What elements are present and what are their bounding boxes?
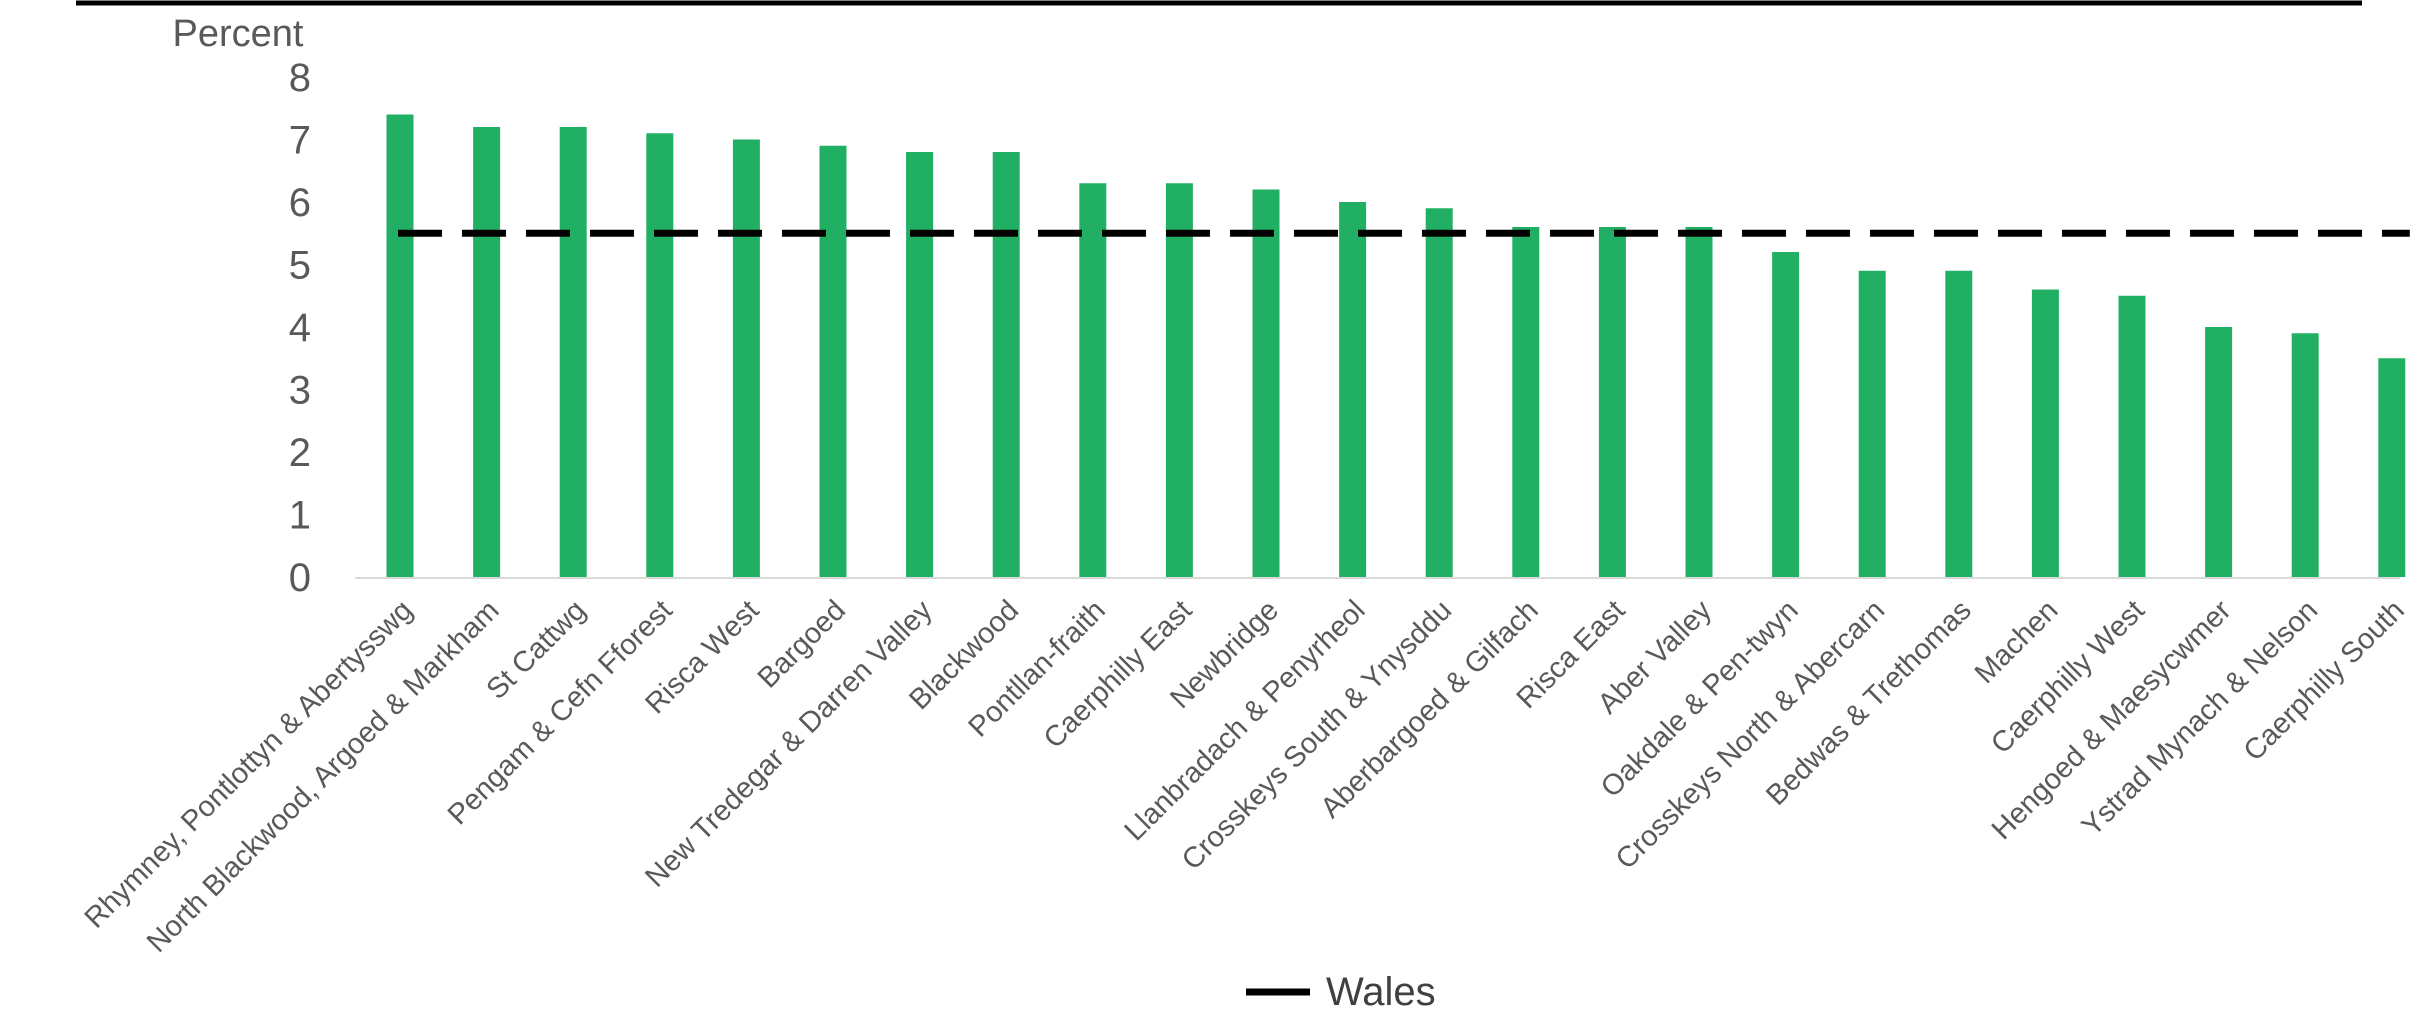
bars	[386, 114, 2406, 577]
bar	[732, 139, 760, 577]
bar	[2118, 295, 2146, 577]
category-label: Caerphilly South	[2238, 594, 2411, 767]
bar	[906, 152, 934, 577]
bar	[2378, 358, 2406, 577]
y-tick-label: 1	[289, 494, 311, 538]
y-tick-label: 3	[289, 369, 311, 413]
bar	[1079, 183, 1107, 577]
bar	[1252, 189, 1280, 577]
bar	[2205, 327, 2233, 577]
y-tick-label: 0	[289, 556, 311, 600]
category-label: Caerphilly West	[1985, 594, 2151, 760]
bar	[1858, 270, 1886, 577]
legend: Wales	[1246, 970, 1436, 1014]
category-label: Rhymney, Pontlottyn & Abertysswg	[79, 594, 419, 934]
y-tick-label: 6	[289, 181, 311, 225]
y-tick-label: 5	[289, 244, 311, 288]
bar	[1945, 270, 1973, 577]
bar	[2031, 289, 2059, 577]
y-tick-label: 2	[289, 431, 311, 475]
bar	[1685, 227, 1713, 577]
bar	[1165, 183, 1193, 577]
y-axis-ticks: 0 1 2 3 4 5 6 7 8	[289, 56, 311, 600]
bar	[819, 145, 847, 577]
category-label: North Blackwood, Argoed & Markham	[141, 594, 506, 959]
category-label: Caerphilly East	[1038, 594, 1199, 755]
bar	[473, 127, 501, 577]
bar	[559, 127, 587, 577]
bar	[1772, 252, 1800, 577]
bar	[386, 114, 414, 577]
bar	[1425, 208, 1453, 577]
bar	[1598, 227, 1626, 577]
legend-label-wales: Wales	[1326, 970, 1436, 1014]
bar	[2291, 333, 2319, 577]
bar	[646, 133, 674, 577]
y-tick-label: 8	[289, 56, 311, 100]
bar	[1512, 227, 1540, 577]
bar	[992, 152, 1020, 577]
y-axis-title: Percent	[173, 13, 304, 55]
bar	[1339, 202, 1367, 577]
y-tick-label: 7	[289, 119, 311, 163]
y-tick-label: 4	[289, 306, 311, 350]
